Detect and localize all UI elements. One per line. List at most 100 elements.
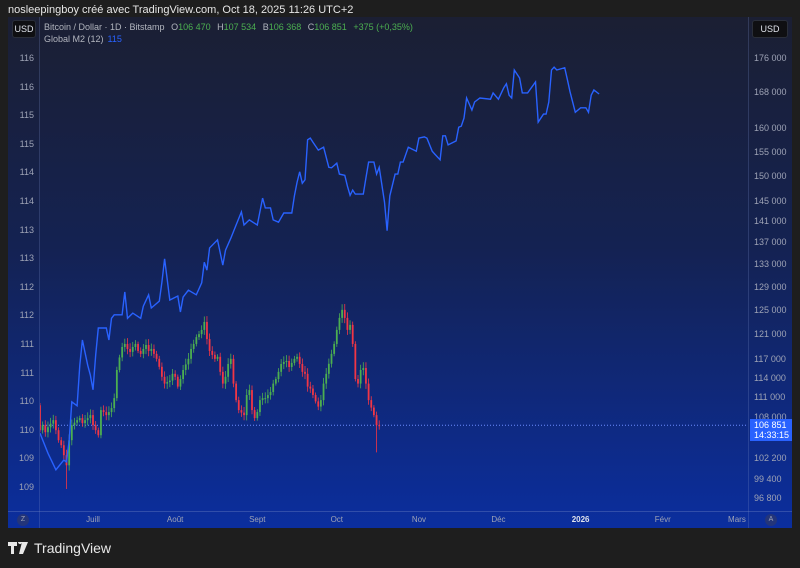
candle-body bbox=[47, 427, 49, 433]
candle-body bbox=[235, 383, 237, 401]
candle-body bbox=[301, 363, 304, 372]
btc-candles bbox=[40, 303, 381, 489]
chart-legend: Bitcoin / Dollar · 1D · Bitstamp O106 47… bbox=[44, 21, 413, 45]
candle-body bbox=[373, 407, 375, 416]
candle-body bbox=[267, 395, 269, 399]
left-axis-tick: 111 bbox=[20, 339, 34, 349]
chart-credit: nosleepingboy créé avec TradingView.com,… bbox=[8, 4, 354, 16]
right-currency-button[interactable]: USD bbox=[752, 20, 788, 38]
time-axis-tick: Oct bbox=[330, 515, 344, 524]
chart-panel[interactable] bbox=[8, 17, 792, 528]
candle-body bbox=[211, 350, 214, 355]
candle-body bbox=[89, 415, 92, 419]
candle-body bbox=[115, 369, 118, 399]
right-axis-tick: 96 800 bbox=[754, 493, 782, 503]
candle-body bbox=[330, 353, 333, 364]
candle-body bbox=[251, 390, 253, 411]
candle-body bbox=[378, 425, 381, 427]
time-axis-tick: Sept bbox=[249, 515, 266, 524]
candle-body bbox=[113, 398, 116, 409]
candle-body bbox=[365, 368, 367, 384]
candle-body bbox=[248, 390, 251, 396]
high-value: 107 534 bbox=[223, 22, 257, 32]
close-value: 106 851 bbox=[314, 22, 347, 32]
candle-body bbox=[134, 343, 137, 347]
time-axis-divider bbox=[8, 511, 792, 512]
auto-scale-button[interactable]: A bbox=[765, 514, 777, 526]
candle-body bbox=[129, 348, 131, 352]
candle-body bbox=[121, 346, 124, 358]
candle-body bbox=[110, 408, 113, 413]
candle-body bbox=[49, 423, 52, 428]
candle-body bbox=[123, 343, 126, 347]
left-axis-tick: 111 bbox=[20, 367, 34, 378]
btc-legend-row[interactable]: Bitcoin / Dollar · 1D · Bitstamp O106 47… bbox=[44, 21, 413, 33]
candle-body bbox=[168, 380, 171, 383]
left-axis-tick: 112 bbox=[19, 310, 34, 321]
time-axis-tick: Févr bbox=[654, 515, 671, 524]
right-axis-tick: 176 000 bbox=[754, 53, 787, 63]
right-axis-tick: 102 200 bbox=[754, 453, 787, 464]
left-axis-tick: 115 bbox=[19, 138, 34, 149]
right-axis-tick: 121 000 bbox=[754, 328, 787, 339]
logo-text: TradingView bbox=[34, 540, 112, 556]
candle-body bbox=[290, 362, 293, 367]
candle-body bbox=[174, 373, 177, 377]
candle-body bbox=[227, 363, 230, 377]
left-axis-tick: 113 bbox=[19, 224, 34, 235]
left-axis-tick: 116 bbox=[19, 81, 34, 92]
m2-value: 115 bbox=[107, 34, 122, 44]
left-axis-tick: 110 bbox=[19, 424, 34, 435]
candle-body bbox=[176, 376, 179, 387]
candle-body bbox=[182, 369, 184, 380]
candle-body bbox=[161, 366, 163, 377]
zoom-toggle-button[interactable]: Z bbox=[17, 514, 29, 526]
candle-body bbox=[221, 371, 224, 384]
candle-body bbox=[184, 364, 187, 370]
candle-body bbox=[346, 317, 349, 330]
tradingview-logo[interactable]: TradingView bbox=[8, 540, 111, 556]
candle-body bbox=[322, 383, 325, 401]
candle-body bbox=[325, 373, 328, 384]
candle-body bbox=[126, 343, 129, 349]
candle-body bbox=[351, 324, 354, 344]
close-label: C bbox=[307, 22, 315, 32]
left-currency-button[interactable]: USD bbox=[12, 20, 36, 38]
candle-body bbox=[296, 356, 298, 359]
candle-body bbox=[298, 356, 301, 364]
candle-body bbox=[166, 382, 169, 384]
last-price-tag: 106 851 14:33:15 bbox=[750, 419, 792, 441]
candle-body bbox=[333, 343, 336, 354]
candle-body bbox=[118, 357, 121, 370]
candle-body bbox=[84, 420, 86, 424]
open-value: 106 470 bbox=[178, 22, 211, 32]
candle-body bbox=[312, 388, 314, 395]
right-axis-tick: 160 000 bbox=[754, 123, 787, 134]
candle-body bbox=[179, 379, 182, 387]
candle-body bbox=[68, 440, 71, 466]
candle-body bbox=[282, 361, 285, 364]
candle-body bbox=[253, 410, 256, 419]
candle-body bbox=[285, 360, 288, 362]
candle-body bbox=[288, 360, 290, 367]
m2-legend-row[interactable]: Global M2 (12) 115 bbox=[44, 33, 413, 45]
right-axis-tick: 145 000 bbox=[754, 195, 787, 206]
candle-body bbox=[97, 430, 100, 436]
candle-body bbox=[229, 358, 232, 364]
candle-body bbox=[320, 400, 322, 407]
candle-body bbox=[52, 420, 55, 424]
candle-body bbox=[306, 373, 309, 387]
candle-body bbox=[155, 353, 158, 359]
candle-body bbox=[139, 350, 142, 354]
right-axis-tick: 129 000 bbox=[754, 281, 787, 292]
candle-body bbox=[367, 383, 370, 401]
candle-body bbox=[359, 369, 362, 384]
candle-body bbox=[240, 410, 243, 413]
time-axis-tick: Mars bbox=[728, 515, 746, 524]
candle-body bbox=[280, 363, 283, 372]
right-axis-tick: 99 400 bbox=[754, 473, 782, 484]
m2-label: Global M2 (12) bbox=[44, 34, 104, 44]
candle-body bbox=[142, 348, 145, 354]
candle-body bbox=[335, 329, 338, 344]
